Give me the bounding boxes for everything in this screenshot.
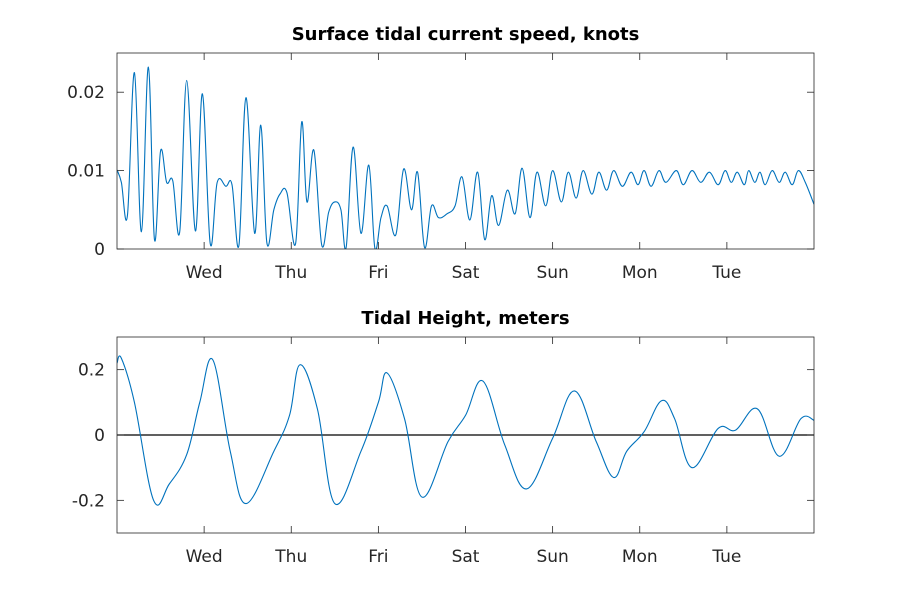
data-series-line bbox=[117, 66, 814, 249]
x-tick-label: Tue bbox=[711, 547, 741, 567]
x-tick-label: Sat bbox=[452, 263, 480, 283]
data-series-line bbox=[117, 355, 814, 506]
x-tick-label: Sat bbox=[452, 547, 480, 567]
y-tick-label: -0.2 bbox=[72, 491, 105, 511]
chart-title: Tidal Height, meters bbox=[361, 308, 569, 329]
x-tick-label: Fri bbox=[368, 547, 388, 567]
current-speed-panel: Surface tidal current speed, knots 0 0.01 0… bbox=[67, 24, 815, 283]
x-tick-label: Fri bbox=[368, 263, 388, 283]
x-tick-label: Sun bbox=[536, 263, 568, 283]
x-tick-label: Sun bbox=[536, 547, 568, 567]
chart-title: Surface tidal current speed, knots bbox=[292, 24, 640, 45]
y-tick-label: 0 bbox=[94, 426, 105, 446]
x-tick-label: Mon bbox=[622, 263, 658, 283]
x-tick-label: Tue bbox=[711, 263, 741, 283]
x-tick-label: Wed bbox=[186, 547, 223, 567]
x-tick-label: Thu bbox=[274, 547, 307, 567]
y-tick-label: 0.01 bbox=[67, 162, 105, 182]
x-tick-label: Thu bbox=[274, 263, 307, 283]
axes-frame bbox=[116, 52, 815, 250]
y-tick-label: 0.2 bbox=[78, 361, 105, 381]
tidal-height-panel: Tidal Height, meters -0.2 0 0.2 Wed Thu Fri Sat… bbox=[72, 308, 815, 567]
x-tick-label: Mon bbox=[622, 547, 658, 567]
y-tick-label: 0.02 bbox=[67, 83, 105, 103]
x-tick-label: Wed bbox=[186, 263, 223, 283]
y-tick-label: 0 bbox=[94, 240, 105, 260]
